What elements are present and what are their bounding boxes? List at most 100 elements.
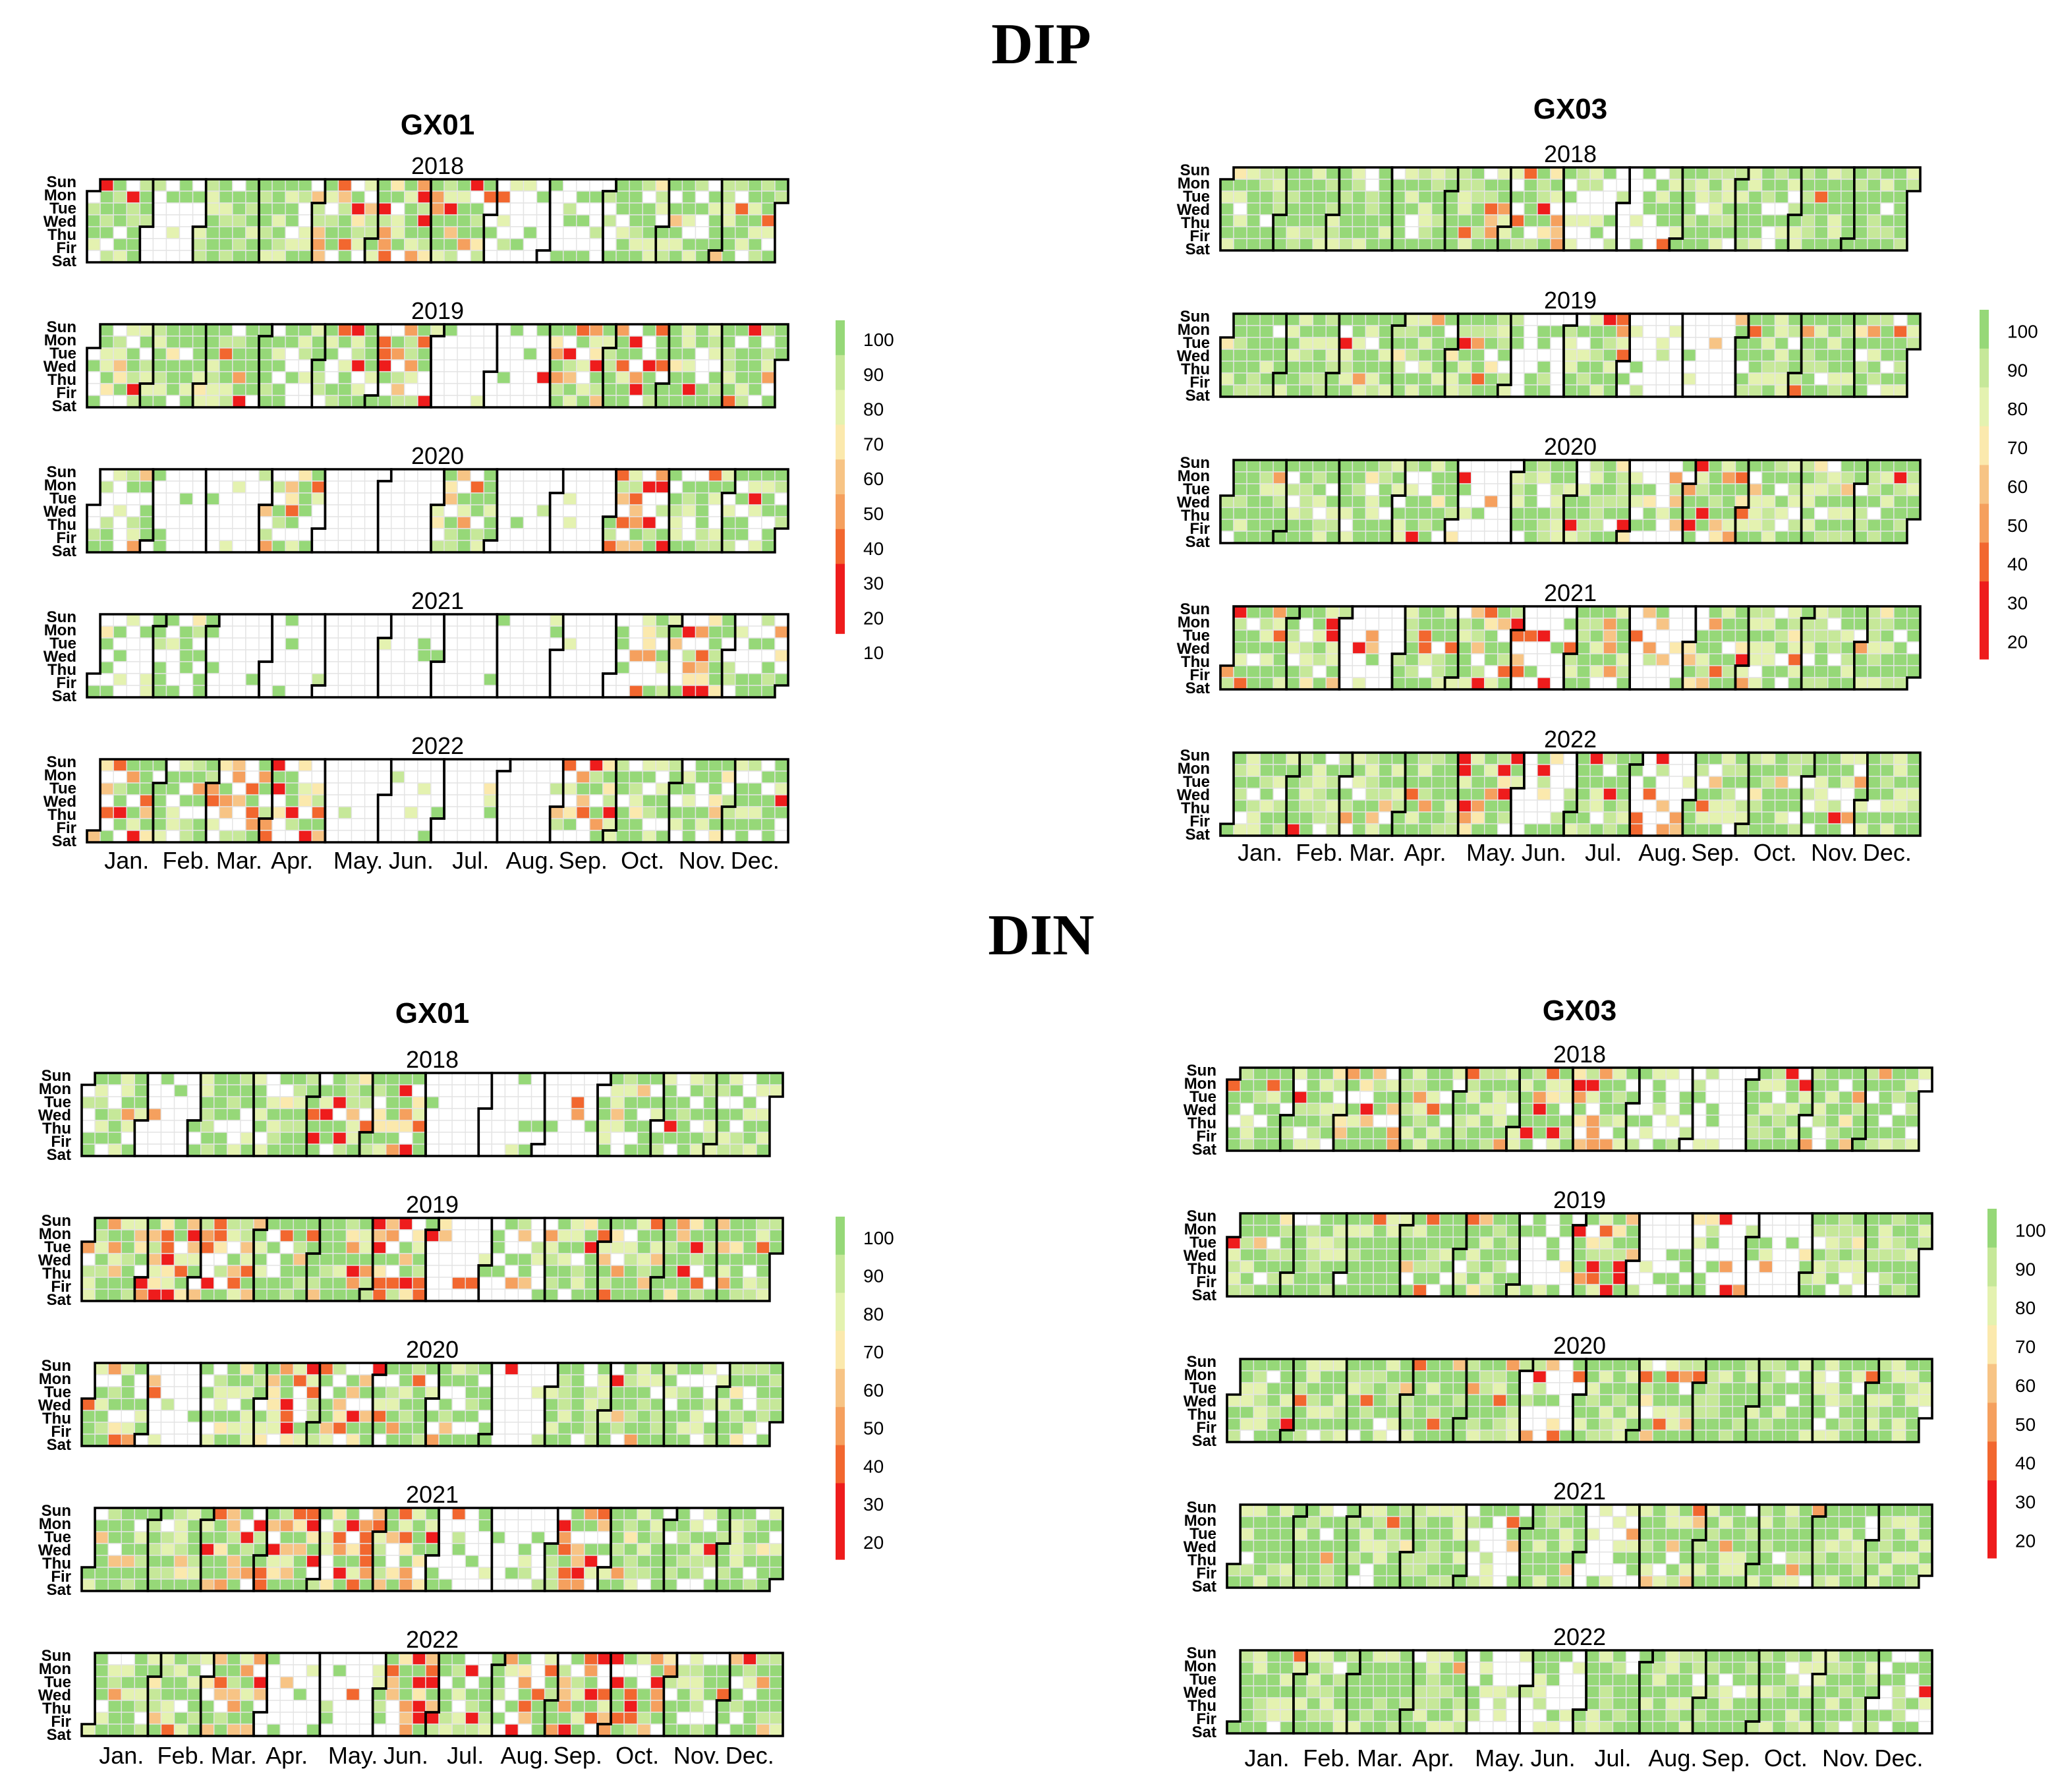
day-cell — [438, 1253, 453, 1266]
day-cell — [457, 625, 471, 639]
day-cell — [1325, 372, 1340, 386]
day-cell — [232, 528, 246, 541]
day-cell — [729, 1096, 744, 1109]
day-cell — [430, 673, 445, 686]
day-cell — [615, 504, 630, 517]
day-cell — [523, 528, 538, 541]
day-cell — [245, 806, 260, 819]
day-cell — [536, 782, 551, 795]
day-cell — [629, 359, 643, 372]
day-cell — [1841, 483, 1855, 496]
legend-swatch — [836, 529, 845, 565]
day-cell — [1721, 752, 1736, 765]
day-cell — [1774, 799, 1789, 813]
day-cell — [332, 1217, 347, 1230]
day-cell — [1537, 764, 1551, 777]
day-cell — [160, 1072, 175, 1085]
day-cell — [681, 179, 697, 192]
day-cell — [509, 637, 525, 650]
day-cell — [1616, 752, 1630, 765]
day-cell — [695, 818, 710, 831]
day-cell — [192, 794, 207, 807]
day-cell — [430, 250, 445, 263]
day-cell — [113, 324, 127, 337]
day-cell — [293, 1410, 307, 1423]
day-cell — [358, 1253, 374, 1266]
day-cell — [761, 250, 776, 263]
day-cell — [1312, 776, 1327, 789]
day-cell — [584, 1143, 598, 1157]
year-label: 2018 — [406, 1046, 459, 1073]
day-cell — [721, 830, 736, 843]
day-cell — [219, 469, 233, 482]
day-cell — [298, 673, 312, 686]
day-cell — [200, 1277, 215, 1290]
day-cell — [629, 371, 643, 384]
day-cell — [165, 250, 181, 263]
day-cell — [1841, 531, 1855, 544]
day-cell — [1841, 202, 1855, 216]
day-cell — [404, 383, 418, 396]
day-cell — [602, 649, 617, 662]
day-cell — [1629, 384, 1643, 397]
day-cell — [351, 190, 366, 204]
day-cell — [571, 1084, 585, 1097]
day-cell — [650, 1096, 665, 1109]
day-cell — [364, 818, 379, 831]
day-cell — [729, 1288, 744, 1302]
day-cell — [509, 685, 525, 698]
day-cell — [695, 782, 710, 795]
day-cell — [377, 516, 392, 529]
legend-tick-label: 100 — [863, 330, 894, 350]
day-cell — [576, 335, 590, 349]
day-cell — [1721, 214, 1736, 227]
day-cell — [165, 770, 181, 784]
day-cell — [681, 830, 697, 843]
day-cell — [1444, 214, 1459, 227]
day-cell — [1655, 214, 1670, 227]
day-cell — [1708, 384, 1723, 397]
day-cell — [1537, 799, 1551, 813]
day-cell — [86, 383, 101, 396]
day-cell — [721, 782, 736, 795]
day-cell — [1880, 167, 1895, 180]
day-cell — [358, 1108, 374, 1121]
day-cell — [695, 625, 710, 639]
day-cell — [602, 504, 617, 517]
day-cell — [1682, 665, 1697, 678]
legend-tick-label: 10 — [863, 643, 884, 663]
day-cell — [391, 818, 405, 831]
day-cell — [702, 1120, 718, 1133]
day-cell — [1497, 665, 1512, 678]
day-cell — [1708, 313, 1723, 326]
day-cell — [483, 190, 498, 204]
day-cell — [655, 685, 670, 698]
day-cell — [179, 480, 194, 494]
day-cell — [377, 359, 392, 372]
day-cell — [1524, 372, 1538, 386]
day-cell — [1761, 190, 1776, 204]
day-cell — [126, 190, 141, 204]
day-cell — [708, 202, 723, 216]
day-cell — [761, 347, 776, 361]
day-cell — [589, 625, 604, 639]
day-cell — [571, 1374, 585, 1387]
day-cell — [1312, 788, 1327, 801]
day-cell — [1800, 823, 1815, 836]
day-cell — [1748, 531, 1763, 544]
day-cell — [1880, 384, 1895, 397]
day-cell — [734, 383, 749, 396]
day-cell — [1906, 471, 1921, 484]
day-cell — [483, 794, 498, 807]
day-cell — [1246, 618, 1261, 631]
day-cell — [549, 759, 564, 772]
day-cell — [1616, 349, 1630, 362]
day-cell — [412, 1374, 426, 1387]
day-cell — [337, 649, 353, 662]
day-cell — [1616, 776, 1630, 789]
day-cell — [756, 1120, 770, 1133]
day-cell — [457, 250, 471, 263]
day-cell — [1854, 179, 1868, 192]
day-cell — [1813, 325, 1829, 338]
day-cell — [404, 649, 418, 662]
